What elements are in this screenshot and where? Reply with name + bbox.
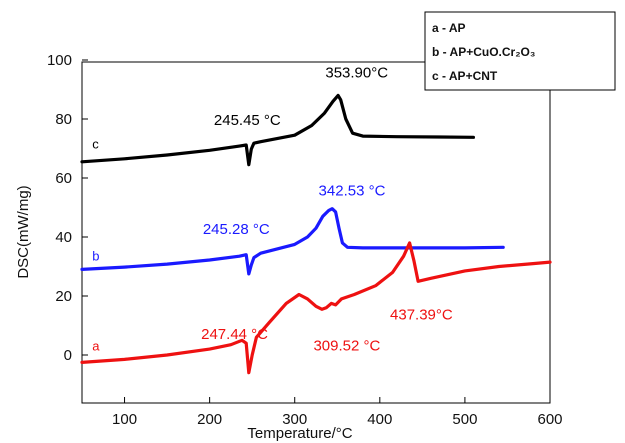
peak-annotation: 342.53 °C	[319, 183, 386, 200]
x-tick-label: 400	[367, 411, 392, 428]
annotations: c b a 353.90°C 245.45 °C 342.53 °C 245.28 °C 24…	[92, 65, 453, 355]
x-tick-label: 200	[197, 411, 222, 428]
series-b-line	[80, 207, 505, 276]
data-curves	[80, 93, 552, 375]
y-axis-title: DSC(mW/mg)	[15, 185, 32, 278]
peak-annotation: 309.52 °C	[313, 338, 380, 355]
series-c-line	[80, 93, 475, 167]
y-tick-label: 80	[55, 111, 72, 128]
peak-annotation: 437.39°C	[390, 307, 453, 324]
curve-label-a: a	[92, 339, 100, 354]
x-tick-label: 500	[452, 411, 477, 428]
legend-entry-a: a - AP	[432, 21, 466, 35]
y-tick-label: 20	[55, 288, 72, 305]
peak-annotation: 353.90°C	[325, 65, 388, 82]
series-a-line	[80, 241, 552, 375]
legend-box	[424, 11, 616, 91]
curve-label-b: b	[92, 249, 99, 264]
y-tick-label: 40	[55, 229, 72, 246]
legend: a - AP b - AP+CuO.Cr₂O₃ c - AP+CNT	[424, 11, 616, 91]
peak-annotation: 245.45 °C	[214, 112, 281, 129]
curve-label-c: c	[92, 137, 99, 152]
peak-annotation: 245.28 °C	[203, 221, 270, 238]
x-tick-label: 300	[282, 411, 307, 428]
plot-frame	[81, 61, 551, 404]
peak-annotation: 247.44 °C	[201, 326, 268, 343]
legend-entry-b: b - AP+CuO.Cr₂O₃	[432, 45, 535, 59]
x-axis-title: Temperature/°C	[247, 425, 352, 442]
y-tick-label: 0	[64, 347, 72, 364]
axis-ticks: 100 200 300 400 500 600 0 20 40 60 80 100	[47, 52, 563, 428]
x-tick-label: 600	[537, 411, 562, 428]
y-tick-label: 60	[55, 170, 72, 187]
y-tick-label: 100	[47, 52, 72, 69]
legend-entry-c: c - AP+CNT	[432, 69, 498, 83]
x-tick-label: 100	[112, 411, 137, 428]
